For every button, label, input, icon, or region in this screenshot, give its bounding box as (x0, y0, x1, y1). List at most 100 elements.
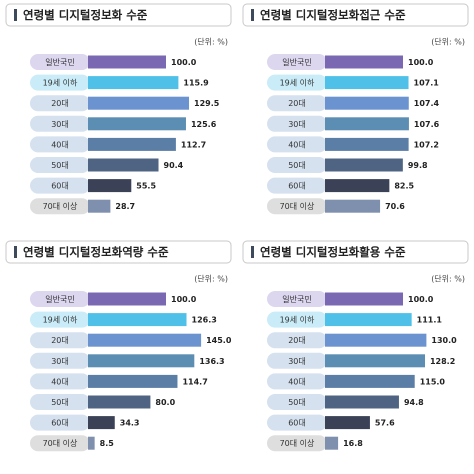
bar (88, 354, 195, 368)
category-pill (30, 115, 90, 132)
chart-title: 연령별 디지털정보화활용 수준 (260, 245, 406, 259)
category-pill (30, 136, 90, 153)
category-label: 20대 (288, 99, 306, 108)
bar (325, 416, 370, 430)
value-label: 94.8 (404, 398, 424, 407)
bar (88, 199, 111, 213)
unit-label: (단위: %) (194, 274, 228, 284)
bar (325, 76, 409, 90)
category-pill (30, 352, 90, 369)
unit-label: (단위: %) (194, 37, 228, 47)
category-pill (267, 54, 327, 70)
bar (325, 96, 409, 110)
category-pill (267, 136, 327, 153)
bar (325, 395, 399, 409)
category-label: 50대 (51, 398, 69, 407)
chart-panel: 연령별 디지털정보화접근 수준 (단위: %) 일반국민 100.0 19세 이하 107… (242, 3, 469, 215)
category-pill (267, 177, 327, 194)
bar (325, 158, 403, 172)
bar (88, 179, 132, 193)
chart-title: 연령별 디지털정보화접근 수준 (260, 8, 406, 22)
value-label: 16.8 (343, 439, 363, 448)
category-label: 19세 이하 (280, 78, 315, 88)
category-label: 70대 이상 (43, 438, 78, 448)
unit-label: (단위: %) (431, 274, 465, 284)
value-label: 126.3 (192, 316, 217, 325)
category-pill (267, 157, 327, 173)
bar (88, 55, 166, 69)
chart-panel: 연령별 디지털정보화활용 수준 (단위: %) 일반국민 100.0 19세 이하 111… (242, 240, 469, 452)
category-pill (267, 352, 327, 369)
category-pill (30, 311, 90, 328)
category-pill (30, 74, 90, 91)
title-box (242, 3, 469, 27)
unit-label: (단위: %) (431, 37, 465, 47)
value-label: 90.4 (164, 161, 184, 170)
category-label: 20대 (51, 99, 69, 108)
category-label: 30대 (51, 120, 69, 129)
category-pill (30, 435, 90, 452)
category-label: 40대 (288, 377, 306, 386)
chart-panel: 연령별 디지털정보화 수준 (단위: %) 일반국민 100.0 19세 이하 115.9… (5, 3, 232, 215)
bar (325, 333, 427, 347)
bar (325, 55, 403, 69)
value-label: 28.7 (115, 202, 135, 211)
category-label: 일반국민 (282, 294, 311, 304)
title-box (5, 240, 232, 264)
bar (88, 96, 190, 110)
value-label: 100.0 (408, 58, 434, 67)
category-pill (267, 332, 327, 349)
category-label: 60대 (288, 182, 306, 191)
category-pill (267, 414, 327, 431)
chart-title: 연령별 디지털정보화역량 수준 (23, 245, 169, 259)
category-pill (30, 157, 90, 173)
category-pill (30, 414, 90, 431)
category-label: 30대 (288, 120, 306, 129)
value-label: 129.5 (194, 99, 220, 108)
value-label: 100.0 (171, 295, 197, 304)
bar (88, 137, 176, 151)
bar (325, 137, 409, 151)
category-label: 40대 (288, 140, 306, 149)
value-label: 112.7 (181, 140, 206, 149)
category-label: 60대 (51, 419, 69, 428)
value-label: 55.5 (136, 182, 156, 191)
category-pill (267, 394, 327, 410)
value-label: 70.6 (385, 202, 405, 211)
category-pill (267, 311, 327, 328)
bar (325, 292, 403, 306)
category-pill (30, 291, 90, 307)
category-label: 50대 (51, 161, 69, 170)
category-label: 30대 (288, 357, 306, 366)
category-pill (267, 373, 327, 390)
category-pill (30, 198, 90, 215)
value-label: 100.0 (408, 295, 434, 304)
value-label: 125.6 (191, 120, 217, 129)
title-accent (14, 246, 17, 258)
bar (325, 374, 415, 388)
bar (325, 354, 425, 368)
bar (88, 395, 151, 409)
chart-panel: 연령별 디지털정보화역량 수준 (단위: %) 일반국민 100.0 19세 이하 126… (5, 240, 232, 452)
value-label: 8.5 (100, 439, 115, 448)
bar (88, 333, 202, 347)
category-pill (30, 54, 90, 70)
bar (325, 199, 381, 213)
value-label: 115.9 (183, 79, 209, 88)
bar (88, 313, 187, 327)
chart-title: 연령별 디지털정보화 수준 (23, 8, 148, 22)
category-pill (267, 95, 327, 112)
value-label: 107.1 (414, 79, 440, 88)
bar (88, 292, 166, 306)
value-label: 99.8 (408, 161, 428, 170)
category-label: 70대 이상 (43, 201, 78, 211)
category-pill (267, 74, 327, 91)
value-label: 34.3 (120, 419, 140, 428)
category-label: 50대 (288, 161, 306, 170)
category-label: 60대 (51, 182, 69, 191)
category-pill (30, 95, 90, 112)
bar (88, 436, 95, 450)
category-pill (267, 115, 327, 132)
bar (325, 117, 409, 131)
value-label: 136.3 (199, 357, 224, 366)
